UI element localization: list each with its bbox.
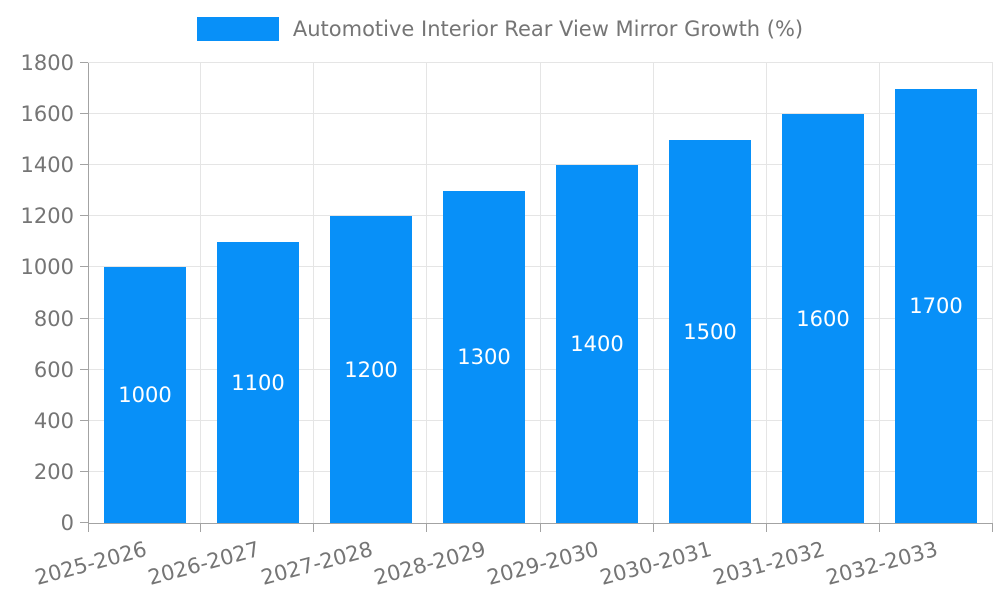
x-axis-tick xyxy=(313,523,314,532)
y-axis-tick xyxy=(80,522,88,523)
gridline-vertical xyxy=(879,63,880,523)
y-axis-tick xyxy=(80,164,88,165)
x-axis-tick xyxy=(766,523,767,532)
y-axis-tick-label: 1400 xyxy=(20,153,74,177)
y-axis-tick xyxy=(80,215,88,216)
gridline-vertical xyxy=(653,63,654,523)
x-axis-tick xyxy=(992,523,993,532)
y-axis-tick xyxy=(80,62,88,63)
x-axis-line xyxy=(88,523,993,524)
x-axis-tick xyxy=(426,523,427,532)
bar[interactable] xyxy=(104,267,186,523)
bar[interactable] xyxy=(443,191,525,523)
bar[interactable] xyxy=(782,114,864,523)
bar[interactable] xyxy=(217,242,299,523)
y-axis-tick xyxy=(80,471,88,472)
x-axis-tick xyxy=(879,523,880,532)
y-axis-tick xyxy=(80,369,88,370)
legend-label: Automotive Interior Rear View Mirror Gro… xyxy=(292,17,804,41)
y-axis-tick xyxy=(80,266,88,267)
bar[interactable] xyxy=(895,89,977,523)
bar[interactable] xyxy=(556,165,638,523)
y-axis-tick-label: 600 xyxy=(33,358,74,382)
y-axis-tick xyxy=(80,113,88,114)
y-axis-tick-label: 1000 xyxy=(20,255,74,279)
y-axis-tick-label: 1600 xyxy=(20,102,74,126)
gridline-vertical xyxy=(992,63,993,523)
y-axis-line xyxy=(88,63,89,523)
gridline-vertical xyxy=(766,63,767,523)
bar[interactable] xyxy=(330,216,412,523)
x-axis-tick xyxy=(653,523,654,532)
gridline-horizontal xyxy=(88,62,993,63)
y-axis-tick-label: 1800 xyxy=(20,51,74,75)
y-axis-tick-label: 0 xyxy=(60,511,74,535)
gridline-vertical xyxy=(540,63,541,523)
gridline-vertical xyxy=(426,63,427,523)
gridline-vertical xyxy=(200,63,201,523)
plot-area: 0 200 400 600 800 1000 1200 1400 1600 1800 1000 110… xyxy=(21,51,993,590)
x-axis-tick xyxy=(88,523,89,532)
y-axis-tick-label: 1200 xyxy=(20,204,74,228)
y-axis-tick xyxy=(80,318,88,319)
x-axis-tick xyxy=(200,523,201,532)
legend-swatch xyxy=(196,17,279,41)
bar[interactable] xyxy=(669,140,751,523)
gridline-vertical xyxy=(313,63,314,523)
y-axis-tick-label: 200 xyxy=(33,460,74,484)
y-axis-tick xyxy=(80,420,88,421)
x-axis-tick xyxy=(540,523,541,532)
legend-item[interactable]: Automotive Interior Rear View Mirror Gro… xyxy=(0,16,1000,42)
y-axis-tick-label: 400 xyxy=(33,409,74,433)
y-axis-tick-label: 800 xyxy=(33,307,74,331)
